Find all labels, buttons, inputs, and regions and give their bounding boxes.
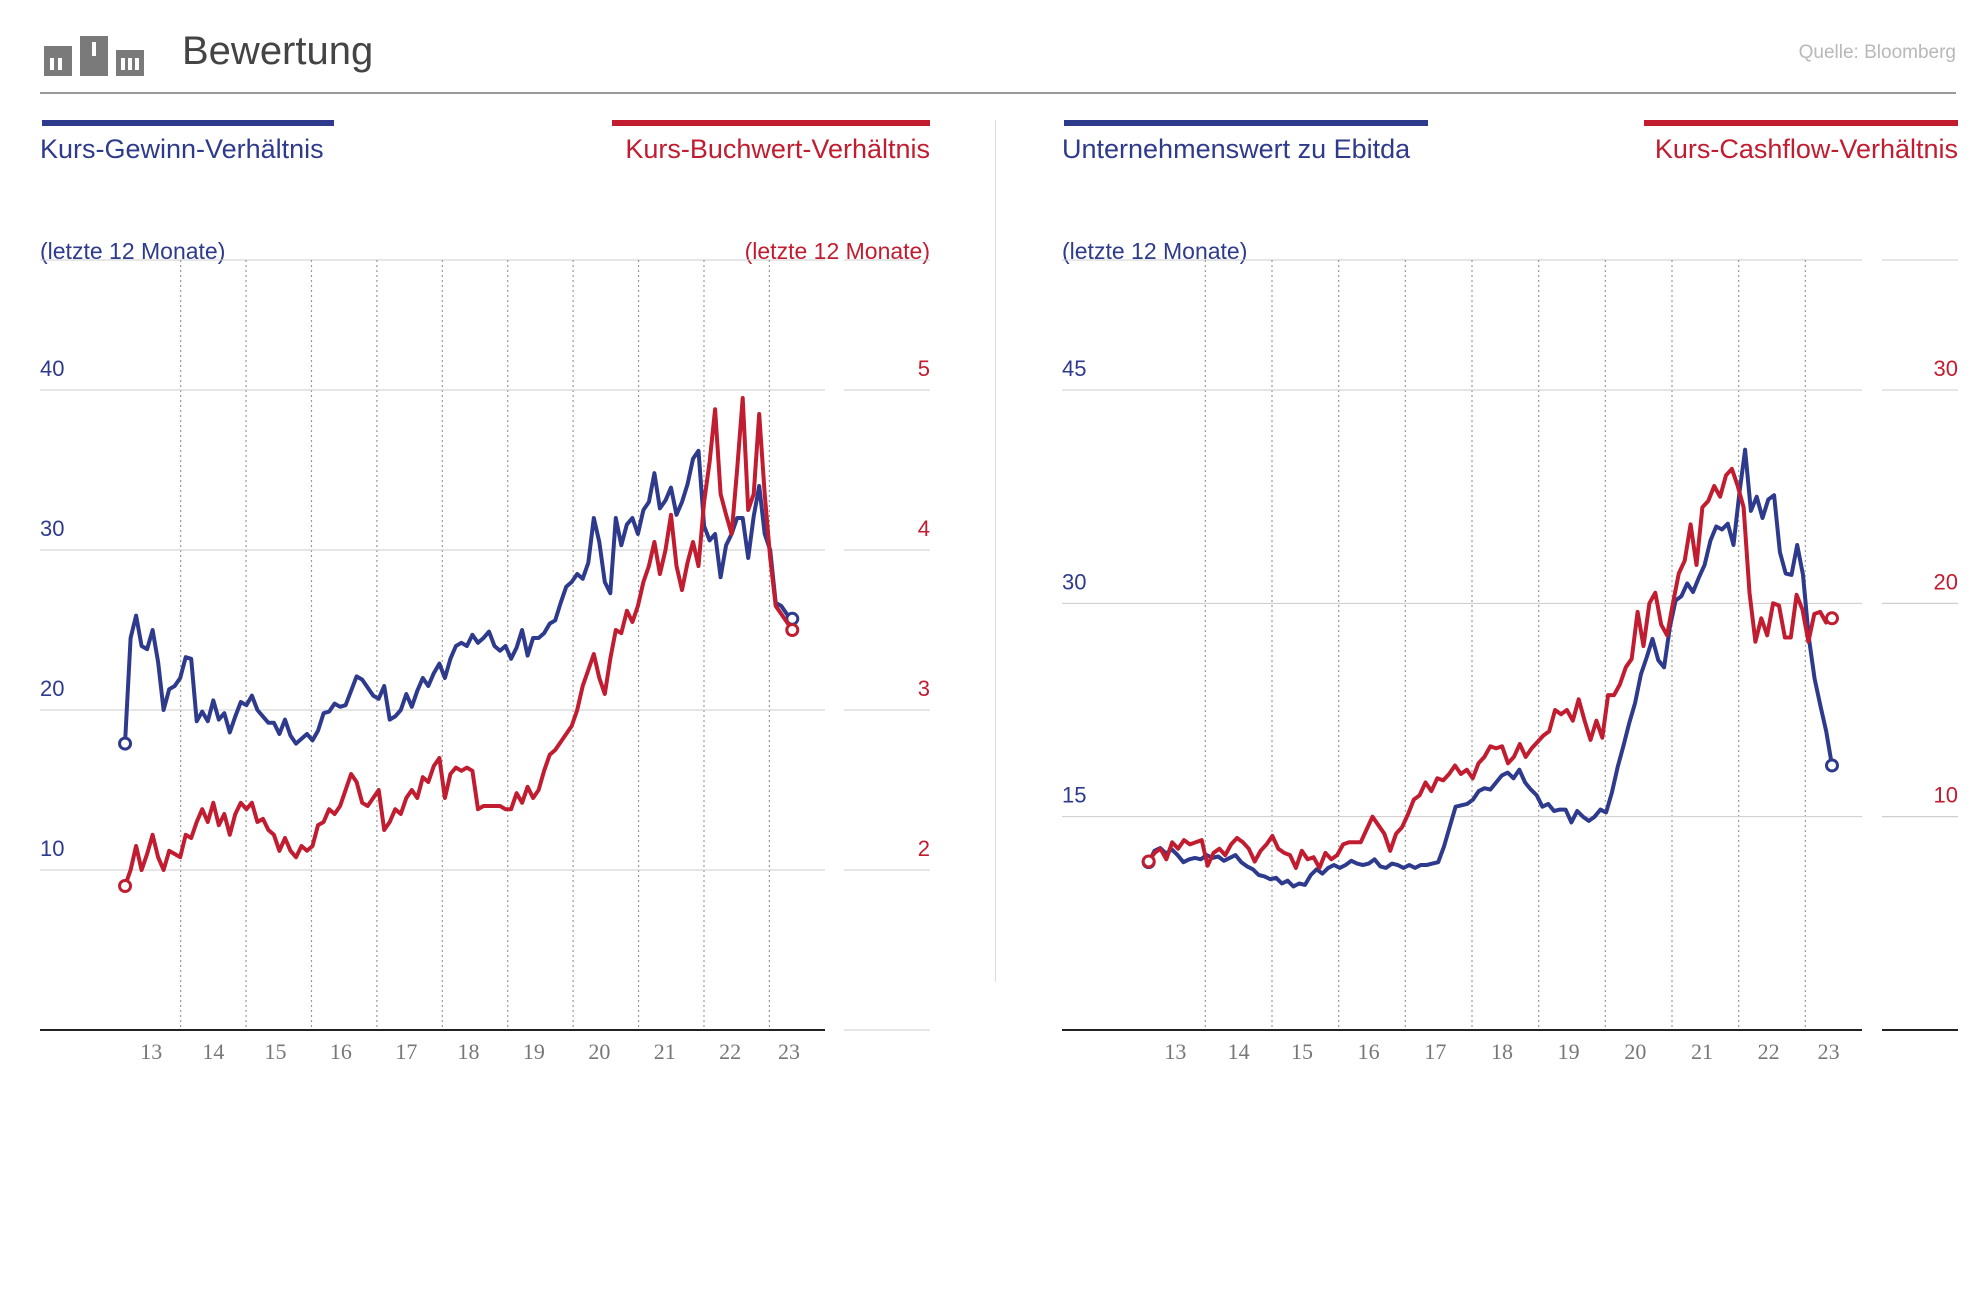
header: Bewertung Quelle: Bloomberg (40, 24, 1956, 94)
page-title: Bewertung (182, 29, 374, 73)
series-end-marker (1824, 611, 1839, 626)
x-tick-label: 16 (330, 1039, 352, 1064)
x-tick-label: 21 (1691, 1039, 1713, 1064)
left-series-title: Unternehmenswert zu Ebitda (1062, 134, 1411, 164)
x-tick-label: 20 (588, 1039, 610, 1064)
series-start-marker (118, 736, 133, 751)
x-tick-label: 14 (1228, 1039, 1250, 1064)
chart-ev-pcf: 15 30 45 10 20 30 13 14 15 16 17 18 19 20 21 22 23 (1062, 259, 1958, 1064)
right-tick-label: 20 (1934, 569, 1958, 594)
right-tick-label: 2 (918, 836, 930, 861)
left-tick-label: 15 (1062, 783, 1086, 808)
x-tick-label: 15 (1291, 1039, 1313, 1064)
right-series-title: Kurs-Cashflow-Verhältnis (1654, 134, 1958, 164)
x-tick-label: 15 (265, 1039, 287, 1064)
x-tick-label: 17 (1424, 1039, 1446, 1064)
left-tick-label: 40 (40, 356, 64, 381)
series-line (123, 396, 795, 888)
x-tick-label: 19 (523, 1039, 545, 1064)
x-tick-label: 16 (1358, 1039, 1380, 1064)
right-tick-label: 3 (918, 676, 930, 701)
x-tick-label: 18 (457, 1039, 479, 1064)
x-tick-label: 14 (202, 1039, 224, 1064)
series-start-marker (118, 879, 133, 893)
right-series-title: Kurs-Buchwert-Verhältnis (625, 134, 930, 164)
x-tick-label: 19 (1558, 1039, 1580, 1064)
left-tick-label: 30 (40, 516, 64, 541)
x-tick-label: 13 (1164, 1039, 1186, 1064)
right-tick-label: 4 (918, 516, 930, 541)
x-tick-label: 20 (1624, 1039, 1646, 1064)
series-start-marker (1141, 854, 1156, 869)
right-series-color-bar (1644, 120, 1958, 126)
right-series-color-bar (612, 120, 930, 126)
x-tick-label: 13 (140, 1039, 162, 1064)
left-tick-label: 45 (1062, 356, 1086, 381)
x-tick-label: 17 (395, 1039, 417, 1064)
panel-divider (995, 120, 996, 982)
x-tick-label: 22 (719, 1039, 741, 1064)
panel-pe-pb: Kurs-Gewinn-Verhältnis Kurs-Buchwert-Ver… (40, 120, 930, 1064)
left-series-color-bar (1064, 120, 1428, 126)
series-line (123, 448, 795, 746)
right-tick-label: 5 (918, 356, 930, 381)
x-tick-label: 23 (778, 1039, 800, 1064)
series-end-marker (785, 623, 800, 637)
x-tick-label: 18 (1491, 1039, 1513, 1064)
left-tick-label: 30 (1062, 569, 1086, 594)
left-tick-label: 10 (40, 836, 64, 861)
left-series-color-bar (42, 120, 334, 126)
left-tick-label: 20 (40, 676, 64, 701)
series-line (1146, 466, 1834, 870)
x-tick-label: 21 (654, 1039, 676, 1064)
right-tick-label: 10 (1934, 783, 1958, 808)
panel-ev-pcf: Unternehmenswert zu Ebitda Kurs-Cashflow… (1062, 120, 1958, 1064)
x-tick-label: 22 (1758, 1039, 1780, 1064)
left-series-title: Kurs-Gewinn-Verhältnis (40, 134, 324, 164)
right-tick-label: 30 (1934, 356, 1958, 381)
bar-columns-logo-icon (44, 36, 144, 76)
series-line (1146, 447, 1834, 889)
x-tick-label: 23 (1818, 1039, 1840, 1064)
source-note: Quelle: Bloomberg (1798, 42, 1956, 63)
series-end-marker (1824, 758, 1839, 773)
